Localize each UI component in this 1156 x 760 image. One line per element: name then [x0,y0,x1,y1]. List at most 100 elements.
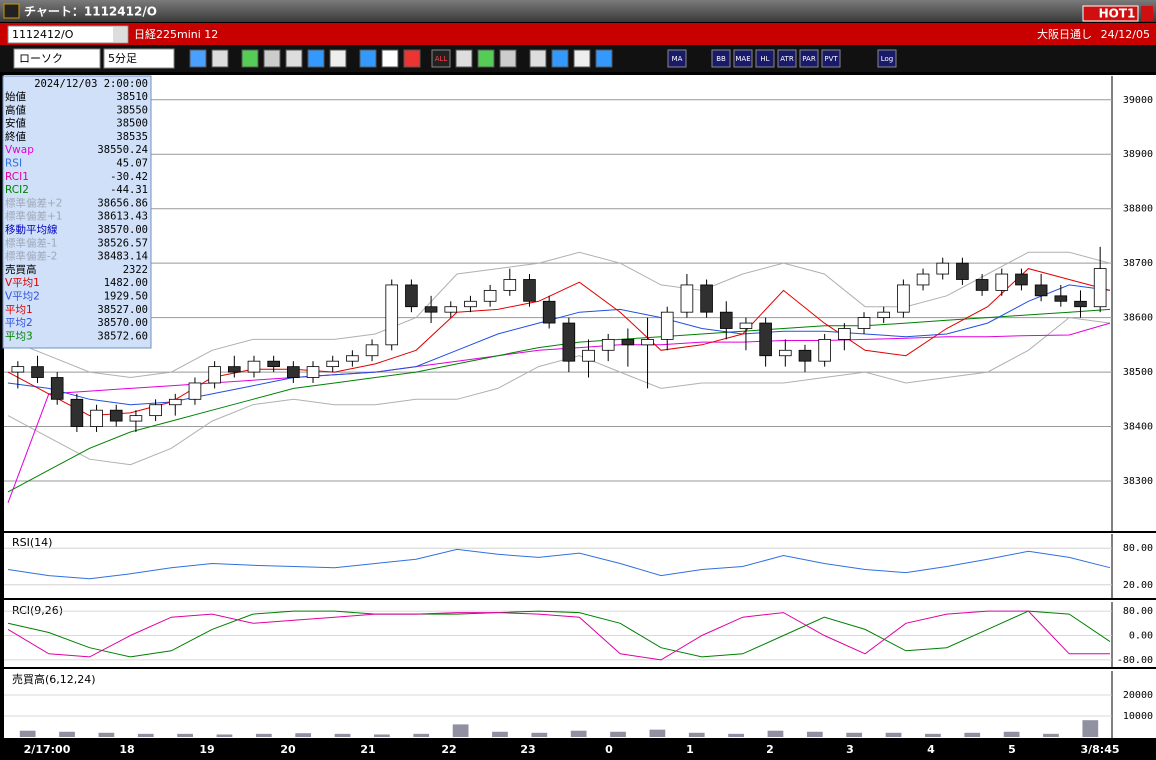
candle-body [621,338,635,346]
y-tick-label: 80.00 [1123,606,1153,617]
info-label: RSI [5,158,22,170]
tool-button[interactable] [329,49,347,68]
hot-badge[interactable] [1082,5,1139,22]
info-value: 38550 [116,104,148,116]
indicator-button[interactable] [821,49,841,68]
tool-button[interactable] [403,49,421,68]
tool-button[interactable] [189,49,207,68]
volume-bar [806,731,823,737]
tool-button[interactable] [285,49,303,68]
info-value: 2322 [123,264,148,276]
candle-body [542,300,556,324]
x-tick-label: 3 [846,743,854,756]
candle-body [660,311,674,340]
candle-body [247,360,261,373]
volume-bar [1003,731,1020,737]
tool-button[interactable] [241,49,259,68]
y-tick-label: 38700 [1123,258,1153,269]
candle-body [641,338,654,346]
candle-body [680,284,694,313]
close-button[interactable] [1141,6,1153,21]
candle-body [405,284,418,308]
candle-body [916,273,930,286]
volume-bar [649,729,666,737]
info-label: RCI2 [5,184,29,196]
y-tick-label: 20000 [1123,690,1153,701]
tool-button[interactable] [211,49,229,68]
tool-button[interactable] [455,49,473,68]
indicator-button[interactable] [431,49,451,68]
toolbar-buttons: ALL MA BB MAE HL ATR PAR PVT Log [189,49,897,68]
candle-body [70,398,84,427]
indicator-button-label: ALL [435,55,448,63]
x-tick-label: 3/8:45 [1080,743,1119,756]
tool-button[interactable] [551,49,569,68]
volume-bar [374,734,390,737]
chart-type: ローソク [19,52,63,65]
symbol-dropdown[interactable] [7,25,129,44]
volume-bar [59,731,75,737]
tool-button[interactable] [477,49,495,68]
y-tick-label: 38600 [1123,313,1153,324]
candle-body [168,398,182,406]
tool-button[interactable] [573,49,591,68]
tool-button[interactable] [529,49,547,68]
chart-type-dropdown[interactable] [13,48,101,69]
x-tick-label: 19 [199,743,214,756]
volume-bar [531,732,548,737]
candle-body [700,284,713,313]
candle-body [1034,284,1048,297]
indicator-line [7,548,1111,580]
candle-body [346,355,359,362]
candle-body [287,366,300,378]
y-tick-label: 38800 [1123,204,1153,215]
indicator-button-label: PVT [824,55,838,63]
indicator-button[interactable] [733,49,753,68]
y-tick-label: 38400 [1123,422,1153,433]
panel-title: RCI(9,26) [12,604,63,617]
candle-body [719,311,733,329]
info-label: 標準偏差+2 [5,196,62,209]
indicator-button[interactable] [755,49,775,68]
info-label: 移動平均線 [5,223,58,236]
indicator-button[interactable] [777,49,797,68]
info-value: 1482.00 [104,277,148,289]
hot-badge-label: HOT1 [1099,7,1136,21]
panel-title: RSI(14) [12,536,52,549]
window-title: チャート：1112412/O [24,5,157,19]
volume-bar [767,730,784,737]
indicator-button[interactable] [711,49,731,68]
candle-body [818,338,831,362]
tool-button[interactable] [359,49,377,68]
volume-bar [570,730,587,737]
indicator-button[interactable] [877,49,897,68]
info-value: 38613.43 [97,211,148,223]
info-value: -44.31 [110,184,148,196]
indicator-button-label: HL [760,55,769,63]
tool-button[interactable] [263,49,281,68]
candle-body [1093,268,1107,308]
info-label: 標準偏差-2 [5,250,57,263]
indicator-button[interactable] [799,49,819,68]
info-value: 38500 [116,118,148,130]
volume-bar [925,733,941,737]
tool-button[interactable] [595,49,613,68]
candle-body [975,279,989,291]
candle-body [326,360,339,368]
dropdown-arrow [113,27,127,42]
session: 大阪日通し [1037,27,1092,41]
volume-bar [885,732,902,737]
info-value: 45.07 [116,158,148,170]
candle-body [582,349,595,362]
info-panel [2,75,152,349]
interval-dropdown[interactable] [103,48,175,69]
info-label: 高値 [5,103,26,116]
tool-button[interactable] [381,49,399,68]
info-value: 38535 [116,131,148,143]
symbol: 1112412/O [12,28,74,41]
candle-body [995,273,1009,291]
indicator-button[interactable] [667,49,687,68]
tool-button[interactable] [499,49,517,68]
tool-button[interactable] [307,49,325,68]
y-tick-label: 38900 [1123,149,1153,160]
